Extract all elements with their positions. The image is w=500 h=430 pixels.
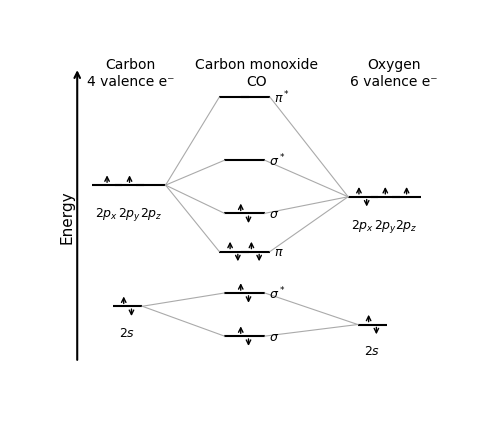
Text: $\pi$: $\pi$ xyxy=(274,246,283,258)
Text: Carbon
4 valence e⁻: Carbon 4 valence e⁻ xyxy=(86,58,174,88)
Text: $2p_x$: $2p_x$ xyxy=(351,217,374,233)
Text: $\sigma$: $\sigma$ xyxy=(268,330,279,343)
Text: Oxygen
6 valence e⁻: Oxygen 6 valence e⁻ xyxy=(350,58,438,88)
Text: $2p_y$: $2p_y$ xyxy=(118,206,141,222)
Text: $\sigma$: $\sigma$ xyxy=(268,207,279,220)
Text: Carbon monoxide
CO: Carbon monoxide CO xyxy=(195,58,318,88)
Text: $2p_y$: $2p_y$ xyxy=(374,217,397,234)
Text: $2p_z$: $2p_z$ xyxy=(396,217,418,233)
Text: $\pi^*$: $\pi^*$ xyxy=(274,90,290,106)
Text: $2p_z$: $2p_z$ xyxy=(140,206,162,221)
Text: $2s$: $2s$ xyxy=(120,326,136,339)
Text: $\sigma^*$: $\sigma^*$ xyxy=(268,153,285,169)
Text: $2s$: $2s$ xyxy=(364,344,380,358)
Text: Energy: Energy xyxy=(60,190,74,244)
Text: $2p_x$: $2p_x$ xyxy=(96,206,118,221)
Text: $\sigma^*$: $\sigma^*$ xyxy=(268,285,285,301)
